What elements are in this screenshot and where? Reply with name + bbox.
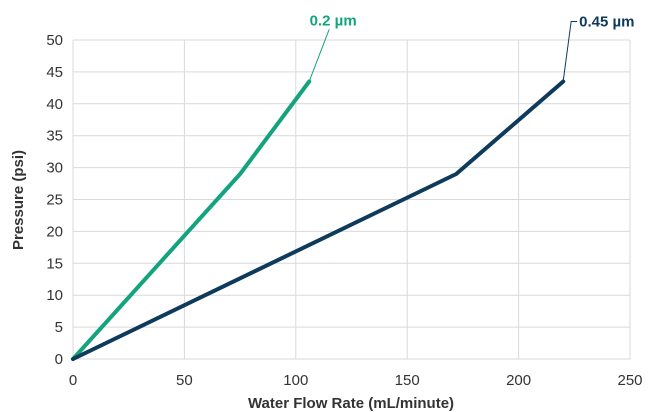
series-labels: 0.2 µm 0.45 µm [308,12,635,82]
y-tick-label: 5 [55,319,63,336]
series-label-0: 0.2 µm [310,12,357,29]
x-axis-ticks: 0 50 100 150 200 250 [69,372,643,389]
series-leader-0 [308,29,330,82]
y-tick-label: 10 [46,287,63,304]
y-axis-title: Pressure (psi) [10,150,27,250]
x-tick-label: 50 [176,372,193,389]
y-tick-label: 15 [46,255,63,272]
x-tick-label: 200 [506,372,531,389]
x-tick-label: 100 [283,372,308,389]
y-tick-label: 25 [46,192,63,209]
series-label-1: 0.45 µm [579,13,634,30]
series-line-1 [71,79,566,361]
x-tick-label: 150 [395,372,420,389]
y-tick-label: 20 [46,223,63,240]
y-tick-label: 50 [46,32,63,49]
y-tick-label: 30 [46,160,63,177]
x-tick-label: 0 [69,372,77,389]
gridlines [72,39,631,360]
x-tick-label: 250 [617,372,642,389]
y-tick-label: 0 [55,351,63,368]
y-tick-label: 35 [46,128,63,145]
series-lines [71,79,566,361]
y-tick-label: 40 [46,96,63,113]
x-axis-title: Water Flow Rate (mL/minute) [248,395,454,412]
y-tick-label: 45 [46,64,63,81]
series-leader-1 [562,20,578,82]
series-line-0 [71,79,312,361]
y-axis-ticks: 0 5 10 15 20 25 30 35 40 45 50 [46,32,63,368]
